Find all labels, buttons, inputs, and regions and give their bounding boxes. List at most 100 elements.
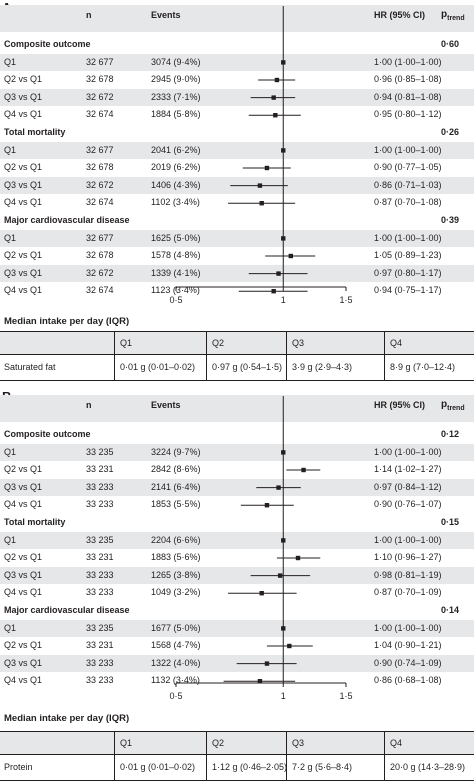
hr-ci-value: 0·86 (0·71–1·03) [374,179,442,190]
n-value: 32 677 [86,144,114,155]
table-row: Q1 33 235 2204 (6·6%) 1·00 (1·00–1·00) [0,531,474,549]
table-row: Q2 vs Q1 32 678 2945 (9·0%) 0·96 (0·85–1·08… [0,71,474,88]
events-value: 1322 (4·0%) [151,657,201,668]
table-row: Q4 vs Q1 32 674 1102 (3·4%) 0·87 (0·70–1·08… [0,194,474,211]
table-row: Q1 32 677 3074 (9·4%) 1·00 (1·00–1·00) [0,53,474,71]
quartile-label: Q2 vs Q1 [4,640,43,651]
intake-value: 7·2 g (5·6–8·4) [292,762,353,772]
n-value: 32 677 [86,232,114,243]
events-value: 1132 (3·4%) [151,675,200,686]
events-value: 1265 (3·8%) [151,569,201,580]
intake-value: 20·0 g (14·3–28·9) [390,762,466,772]
ptrend-value: 0·14 [441,605,460,615]
intake-value: 8·9 g (7·0–12·4) [390,362,456,372]
column-header-n: n [86,400,92,410]
quartile-label: Q4 vs Q1 [4,109,43,120]
n-value: 32 672 [86,267,114,278]
events-value: 1568 (4·7%) [151,640,201,651]
table-row: Q2 vs Q1 33 231 1568 (4·7%) 1·04 (0·90–1·21… [0,637,474,654]
n-value: 33 233 [86,481,114,492]
table-row: Q4 vs Q1 33 233 1049 (3·2%) 0·87 (0·70–1·09… [0,584,474,601]
intake-header-row [0,332,474,354]
quartile-label: Q2 vs Q1 [4,250,43,261]
hr-ci-value: 1·14 (1·02–1·27) [374,464,442,475]
quartile-label: Q1 [4,534,17,545]
intake-header-2: Q2 [212,738,225,748]
table-row: Q2 vs Q1 32 678 2019 (6·2%) 0·90 (0·77–1·05… [0,159,474,176]
events-value: 1049 (3·2%) [151,587,201,598]
events-value: 1677 (5·0%) [151,622,201,633]
quartile-label: Q4 vs Q1 [4,587,43,598]
n-value: 33 233 [86,569,114,580]
table-row: Q2 vs Q1 32 678 1578 (4·8%) 1·05 (0·89–1·23… [0,247,474,264]
events-value: 1578 (4·8%) [151,250,201,261]
quartile-label: Q1 [4,56,17,67]
events-value: 1883 (5·6%) [151,552,201,563]
n-value: 32 672 [86,91,114,102]
events-value: 2842 (8·6%) [151,464,201,475]
events-value: 1102 (3·4%) [151,197,200,208]
quartile-label: Q1 [4,622,17,633]
quartile-label: Q4 vs Q1 [4,675,43,686]
quartile-label: Q4 vs Q1 [4,499,43,510]
intake-column-divider [384,332,385,380]
events-value: 1406 (4·3%) [151,179,201,190]
n-value: 32 672 [86,179,114,190]
table-row: Q3 vs Q1 32 672 1406 (4·3%) 0·86 (0·71–1·03… [0,176,474,194]
table-row: Q3 vs Q1 33 233 2141 (6·4%) 0·97 (0·84–1·12… [0,478,474,496]
intake-column-divider [206,332,207,380]
events-value: 1625 (5·0%) [151,232,201,243]
quartile-label: Q4 vs Q1 [4,285,43,296]
intake-header-1: Q1 [120,338,133,348]
intake-separator [0,354,474,355]
intake-header-4: Q4 [390,738,403,748]
hr-ci-value: 0·97 (0·84–1·12) [374,481,442,492]
table-row: Q3 vs Q1 32 672 1339 (4·1%) 0·97 (0·80–1·17… [0,264,474,282]
intake-value: 0·97 g (0·54–1·5) [212,362,283,372]
quartile-label: Q1 [4,446,17,457]
nutrient-label: Saturated fat [4,362,56,372]
events-value: 1853 (5·5%) [151,499,201,510]
hr-ci-value: 1·04 (0·90–1·21) [374,640,442,651]
group-name: Composite outcome [4,429,91,439]
n-value: 32 674 [86,285,114,296]
events-value: 1123 (3·4%) [151,285,200,296]
intake-header-4: Q4 [390,338,403,348]
group-row: Composite outcome 0·12 [0,426,474,443]
intake-column-divider [286,332,287,380]
median-intake-title: Median intake per day (IQR) [4,713,130,724]
quartile-label: Q2 vs Q1 [4,552,43,563]
intake-column-divider [384,732,385,780]
hr-ci-value: 0·94 (0·75–1·17) [374,285,442,296]
hr-ci-value: 1·00 (1·00–1·00) [374,144,442,155]
ptrend-label: p [441,399,448,410]
events-value: 1339 (4·1%) [151,267,201,278]
group-name: Total mortality [4,127,66,137]
table-row: Q1 32 677 1625 (5·0%) 1·00 (1·00–1·00) [0,229,474,247]
median-intake-table: Q1 Q2 Q3 Q4 Saturated fat 0·01 g (0·01–0·02) 0… [0,331,474,381]
group-row: Total mortality 0·15 [0,514,474,531]
events-value: 2019 (6·2%) [151,162,201,173]
hr-ci-value: 0·90 (0·76–1·07) [374,499,442,510]
x-tick-label: 1·5 [339,691,352,701]
ptrend-label: p [441,9,448,20]
table-row: Q2 vs Q1 33 231 2842 (8·6%) 1·14 (1·02–1·27… [0,461,474,478]
hr-ci-value: 0·96 (0·85–1·08) [374,74,442,85]
intake-header-2: Q2 [212,338,225,348]
ptrend-subscript: trend [447,404,465,412]
n-value: 33 235 [86,446,114,457]
column-header-ptrend: ptrend [441,9,465,22]
ptrend-value: 0·60 [441,39,460,49]
group-row: Major cardiovascular disease 0·39 [0,212,474,229]
quartile-label: Q3 vs Q1 [4,91,43,102]
column-header-events: Events [151,400,181,410]
table-row: Q4 vs Q1 32 674 1123 (3·4%) 0·94 (0·75–1·17… [0,282,474,299]
events-value: 2333 (7·1%) [151,91,201,102]
x-tick-label: 1 [281,691,286,701]
n-value: 32 674 [86,109,114,120]
column-header-bar [0,5,474,32]
ptrend-subscript: trend [447,14,465,22]
intake-header-3: Q3 [292,338,305,348]
group-name: Total mortality [4,517,66,527]
